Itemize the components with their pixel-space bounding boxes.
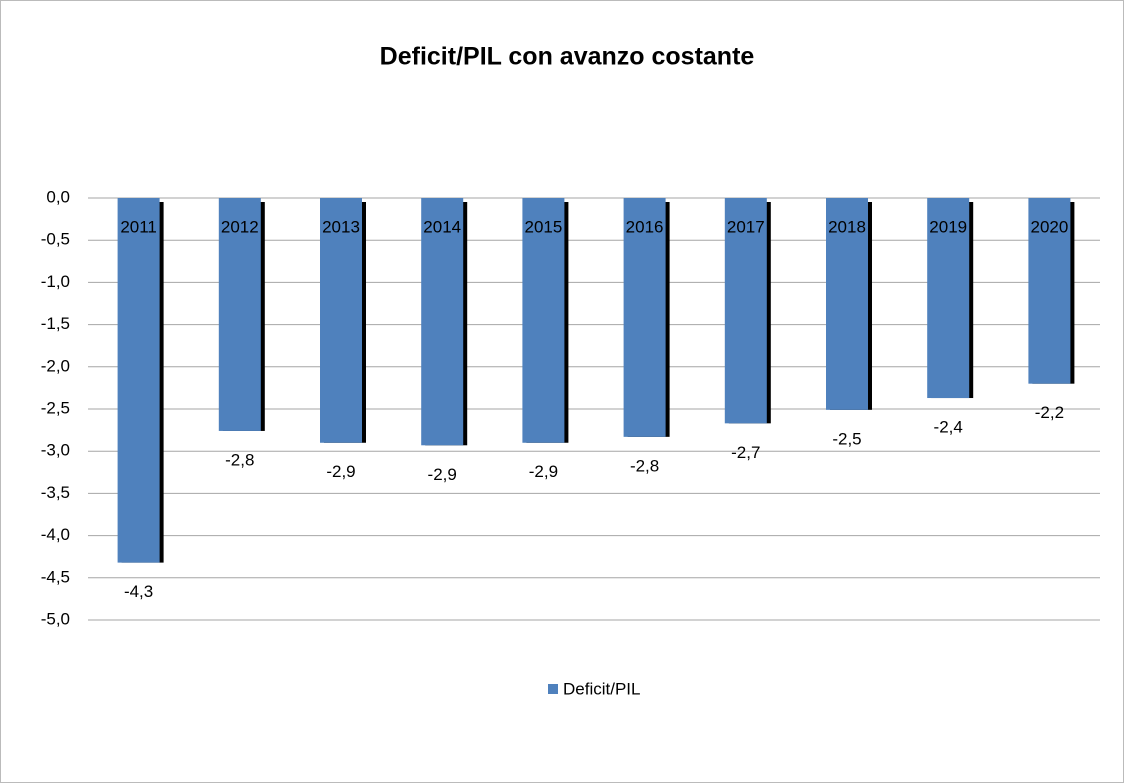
data-label: -2,5 xyxy=(832,429,861,448)
bar xyxy=(117,198,160,563)
x-tick-label: 2012 xyxy=(221,217,259,236)
y-tick-label: -4,0 xyxy=(41,525,70,544)
data-label: -2,8 xyxy=(630,456,659,475)
y-tick-label: 0,0 xyxy=(46,187,70,206)
data-label: -2,8 xyxy=(225,450,254,469)
data-label: -4,3 xyxy=(124,582,153,601)
bar xyxy=(927,198,970,399)
y-tick-label: -3,0 xyxy=(41,441,70,460)
bar xyxy=(522,198,565,443)
y-tick-label: -4,5 xyxy=(41,567,70,586)
y-tick-label: -1,0 xyxy=(41,272,70,291)
x-tick-label: 2011 xyxy=(120,217,157,236)
bar xyxy=(724,198,767,424)
y-tick-label: -5,0 xyxy=(41,609,70,628)
x-tick-label: 2015 xyxy=(524,217,562,236)
x-tick-label: 2020 xyxy=(1030,217,1068,236)
data-label: -2,9 xyxy=(529,462,558,481)
x-tick-label: 2018 xyxy=(828,217,866,236)
y-tick-label: -0,5 xyxy=(41,230,70,249)
y-tick-label: -1,5 xyxy=(41,314,70,333)
x-tick-label: 2017 xyxy=(727,217,765,236)
bar xyxy=(623,198,666,437)
x-tick-label: 2014 xyxy=(423,217,461,236)
bar xyxy=(1028,198,1071,384)
bar xyxy=(320,198,362,443)
data-label: -2,4 xyxy=(934,418,963,437)
legend-label: Deficit/PIL xyxy=(563,679,640,698)
data-label: -2,2 xyxy=(1035,403,1064,422)
chart-title: Deficit/PIL con avanzo costante xyxy=(380,43,755,71)
data-label: -2,9 xyxy=(326,462,355,481)
x-tick-label: 2013 xyxy=(322,217,360,236)
x-tick-label: 2016 xyxy=(626,217,664,236)
bar xyxy=(421,198,464,446)
data-label: -2,7 xyxy=(731,443,760,462)
data-label: -2,9 xyxy=(428,465,457,484)
bar xyxy=(218,198,261,431)
legend-swatch xyxy=(548,684,558,694)
y-tick-label: -2,0 xyxy=(41,356,70,375)
bar xyxy=(826,198,868,410)
y-tick-label: -2,5 xyxy=(41,398,70,417)
y-tick-label: -3,5 xyxy=(41,483,70,502)
x-tick-label: 2019 xyxy=(929,217,967,236)
